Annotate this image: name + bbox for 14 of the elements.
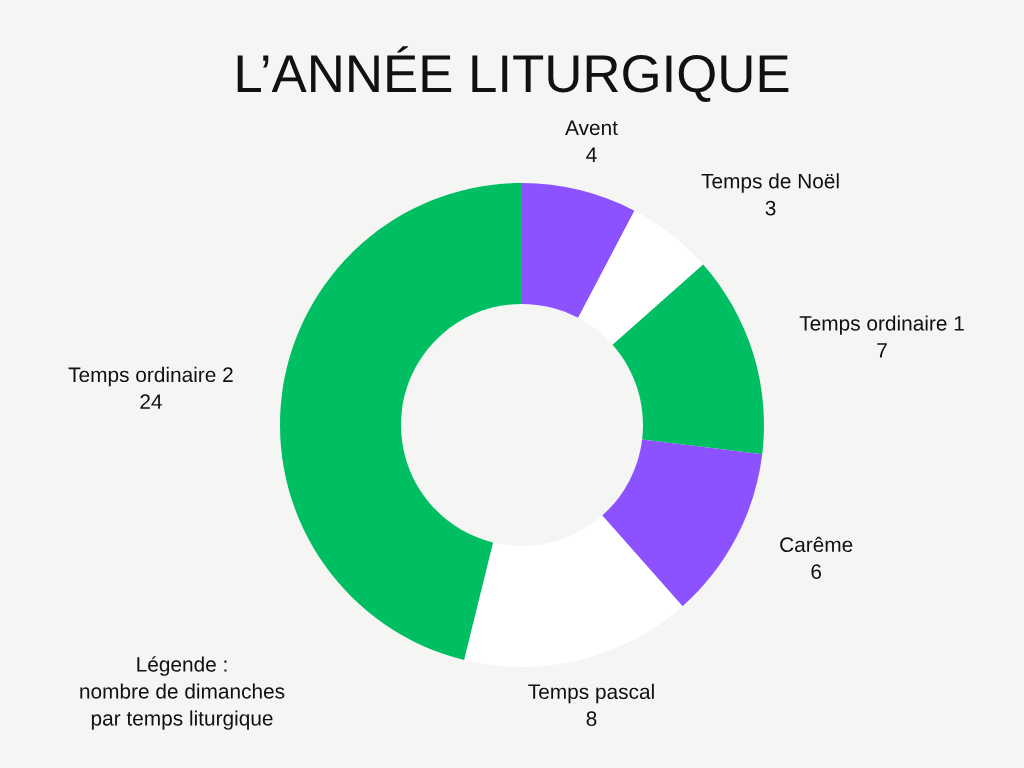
text: Légende : nombre de dimanches par temps liturgique [80,656,285,730]
slice-label: Temps ordinaire 2 [68,366,233,387]
slice-label: Temps de Noël [701,173,839,193]
slice-label: Temps pascal [528,683,654,704]
data-label: 8 [586,711,597,727]
data-label: 24 [140,394,162,409]
slice-label: Carême [780,536,853,553]
data-label: 4 [586,147,597,162]
slice-label: Avent [565,120,618,136]
data-label: 7 [877,343,887,358]
chart-title: L’ANNÉE LITURGIQUE [237,46,789,102]
data-label: 3 [765,200,776,216]
slice-label: Temps ordinaire 1 [799,315,964,335]
data-label: 6 [811,564,822,580]
